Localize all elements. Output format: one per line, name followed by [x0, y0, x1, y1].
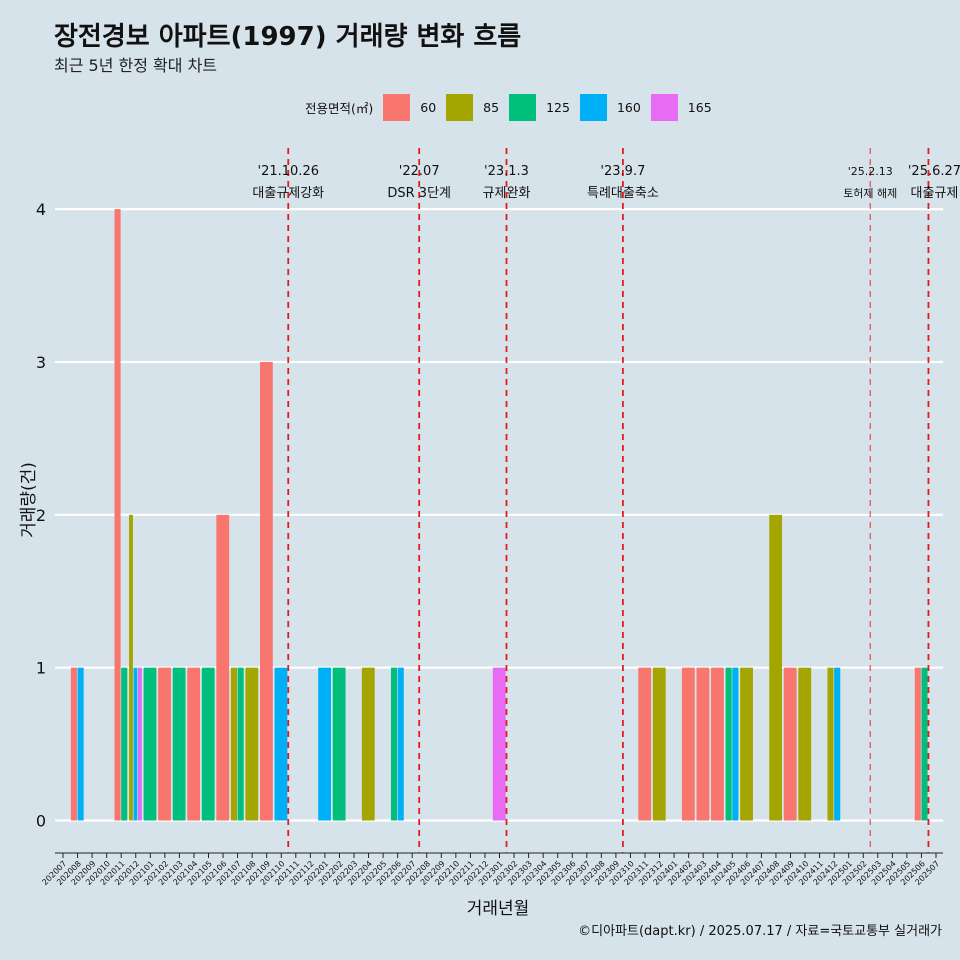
bar-202103-125 [172, 667, 186, 821]
legend-swatch-160 [579, 93, 607, 121]
bar-202412-160 [834, 667, 841, 821]
bar-202012-165 [137, 667, 142, 821]
bar-202110-160 [274, 667, 288, 821]
bar-202405-160 [732, 667, 739, 821]
bar-202102-60 [158, 667, 171, 821]
bar-202104-60 [187, 667, 201, 821]
legend-label-60: 60 [420, 99, 437, 115]
bar-202201-160 [318, 667, 331, 821]
legend: 전용면적(㎡) 60 85 125 160 165 [305, 92, 722, 122]
bar-202107-125 [237, 667, 244, 821]
y-tick-label: 3 [36, 353, 46, 372]
bar-202109-60 [260, 361, 273, 821]
event-date-label: '23.9.7 [600, 164, 645, 179]
bar-202410-85 [798, 667, 812, 821]
event-name-label: 규제완화 [483, 186, 531, 201]
bar-202506-125 [921, 667, 928, 821]
bar-202301-165 [492, 667, 506, 821]
y-tick-label: 1 [36, 659, 46, 678]
bar-202506-60 [914, 667, 921, 821]
legend-item-165: 165 [650, 93, 712, 121]
event-date-label: '25.2.13 [848, 165, 893, 178]
bar-202105-125 [201, 667, 215, 821]
legend-swatch-60 [383, 93, 411, 121]
chart-subtitle: 최근 5년 한정 확대 차트 [54, 56, 218, 75]
bar-202402-60 [681, 667, 695, 821]
legend-item-85: 85 [446, 93, 500, 121]
bar-202406-85 [740, 667, 753, 821]
y-axis-title: 거래량(건) [19, 462, 39, 538]
bar-202405-125 [725, 667, 732, 821]
bar-202204-85 [361, 667, 375, 821]
bar-202311-60 [638, 667, 652, 821]
bar-202206-160 [397, 667, 404, 821]
bar-202312-85 [652, 667, 666, 821]
bar-202012-85 [129, 514, 133, 821]
bar-202403-60 [696, 667, 710, 821]
legend-item-60: 60 [383, 93, 437, 121]
legend-label-125: 125 [546, 99, 570, 115]
event-name-label: 대출규제 [911, 186, 959, 201]
event-name-label: 대출규제강화 [252, 186, 324, 201]
legend-title: 전용면적(㎡) [305, 100, 374, 116]
chart-title: 장전경보 아파트(1997) 거래량 변화 흐름 [54, 22, 522, 52]
legend-label-165: 165 [687, 99, 712, 115]
legend-swatch-165 [650, 93, 678, 121]
source-caption: ©디아파트(dapt.kr) / 2025.07.17 / 자료=국토교통부 실… [578, 924, 942, 939]
legend-label-85: 85 [483, 99, 500, 115]
y-tick-label: 4 [36, 200, 46, 219]
y-tick-label: 0 [36, 811, 46, 830]
event-date-label: '23.1.3 [484, 164, 529, 179]
event-date-label: '22.07 [399, 164, 440, 179]
legend-label-160: 160 [616, 99, 641, 115]
legend-swatch-85 [446, 93, 474, 121]
legend-item-160: 160 [579, 93, 641, 121]
bar-202412-85 [827, 667, 834, 821]
bar-202011-60 [114, 209, 121, 821]
bar-202206-125 [390, 667, 398, 821]
bar-202101-125 [143, 667, 157, 821]
event-date-label: '25.6.27 [908, 164, 960, 179]
bar-202404-60 [711, 667, 724, 821]
bar-202408-85 [769, 514, 783, 821]
event-date-label: '21.10.26 [258, 164, 319, 179]
bar-202008-160 [77, 667, 84, 821]
legend-item-125: 125 [509, 93, 570, 121]
x-axis-title: 거래년월 [467, 899, 530, 919]
bar-202106-60 [216, 514, 230, 821]
event-name-label: DSR 3단계 [387, 186, 451, 201]
event-name-label: 토허제 해제 [843, 186, 897, 200]
bar-202107-85 [230, 667, 237, 821]
bar-202008-60 [70, 667, 77, 821]
bar-202409-60 [783, 667, 797, 821]
event-name-label: 특례대출축소 [587, 186, 659, 201]
bar-202108-85 [245, 667, 259, 821]
legend-swatch-125 [509, 93, 537, 121]
bar-202012-160 [133, 667, 138, 821]
y-tick-label: 2 [36, 506, 46, 525]
bar-202202-125 [332, 667, 346, 821]
bar-202011-125 [121, 667, 128, 821]
